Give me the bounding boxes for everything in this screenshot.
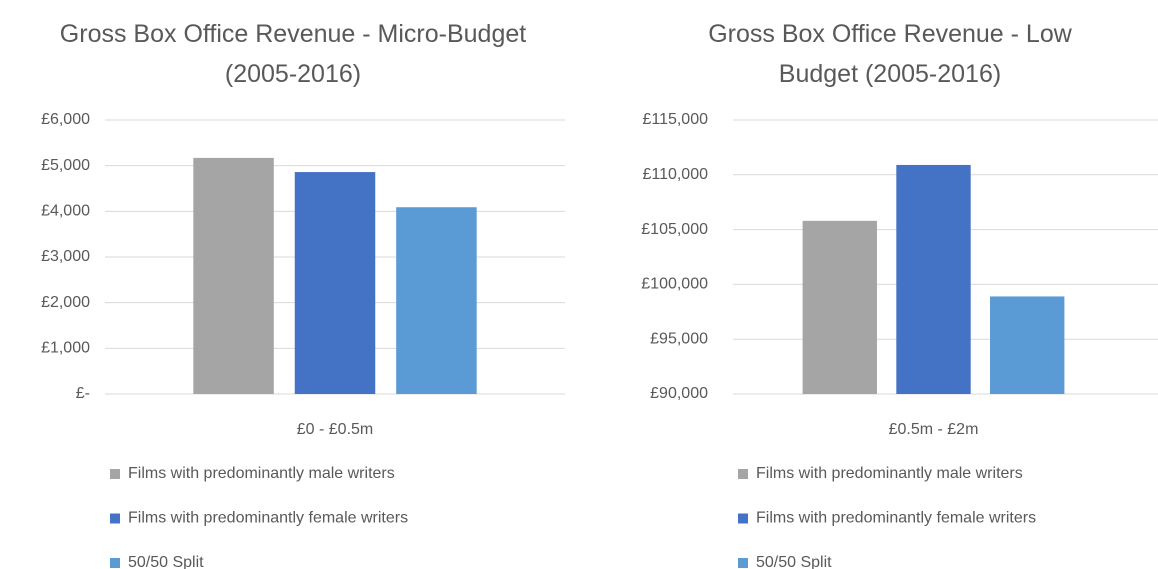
legend-label: 50/50 Split: [756, 554, 832, 569]
y-tick-label: £6,000: [41, 111, 90, 128]
y-tick-label: £3,000: [41, 248, 90, 265]
y-tick-label: £-: [76, 385, 90, 402]
y-tick-label: £110,000: [642, 166, 708, 183]
bar: [193, 157, 274, 394]
legend-label: Films with predominantly male writers: [128, 465, 395, 482]
legend-swatch: [110, 558, 120, 568]
bar: [396, 207, 477, 394]
legend-swatch: [738, 469, 748, 479]
y-tick-label: £95,000: [650, 330, 708, 347]
chart-title: Gross Box Office Revenue - Low Budget (2…: [708, 20, 1072, 88]
legend-label: Films with predominantly female writers: [756, 510, 1036, 527]
x-tick-label: £0 - £0.5m: [297, 421, 373, 438]
y-tick-label: £90,000: [650, 385, 708, 402]
legend-label: Films with predominantly female writers: [128, 510, 408, 527]
legend-swatch: [738, 558, 748, 568]
legend-label: Films with predominantly male writers: [756, 465, 1023, 482]
bar: [990, 296, 1065, 394]
y-tick-label: £2,000: [41, 294, 90, 311]
legend-label: 50/50 Split: [128, 554, 204, 569]
y-tick-label: £4,000: [41, 203, 90, 220]
bar: [294, 172, 376, 394]
y-tick-label: £105,000: [641, 221, 708, 238]
y-tick-label: £1,000: [41, 340, 90, 357]
x-tick-label: £0.5m - £2m: [889, 421, 979, 438]
legend-swatch: [110, 469, 120, 479]
bar: [896, 164, 971, 394]
y-tick-label: £100,000: [641, 276, 708, 293]
legend-swatch: [110, 513, 120, 524]
legend-swatch: [738, 513, 748, 524]
bar: [802, 220, 877, 394]
y-tick-label: £115,000: [642, 111, 708, 128]
y-tick-label: £5,000: [41, 157, 90, 174]
chart-title: Gross Box Office Revenue - Micro-Budget …: [59, 20, 527, 88]
